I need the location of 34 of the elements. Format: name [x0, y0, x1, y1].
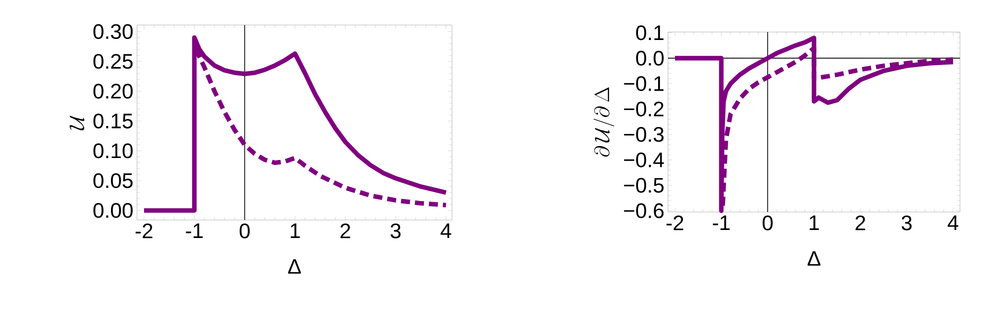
y-axis-title: $\mathcal{U}$: [70, 116, 84, 130]
y-tick-label: −0.4: [624, 152, 664, 168]
y-tick-label: 0.05: [93, 173, 133, 188]
y-tick-label: 0.1: [636, 25, 664, 40]
x-tick-label: 4: [948, 216, 958, 230]
x-tick-label: 2: [856, 216, 866, 230]
y-tick-label: 0.20: [93, 84, 133, 99]
y-tick-label: 0.25: [93, 54, 133, 69]
y-tick-label: 0.0: [636, 50, 664, 66]
x-tick-label: 0: [240, 224, 250, 238]
x-tick-label: 2: [340, 224, 350, 238]
x-tick-label: 1: [290, 224, 300, 238]
x-tick-label: 3: [390, 224, 401, 238]
y-tick-label: 0.15: [93, 114, 133, 128]
x-axis-title: Δ: [288, 259, 301, 274]
y-tick-label: −0.5: [624, 178, 664, 193]
x-tick-label: 1: [810, 216, 819, 230]
x-tick-label: -2: [666, 216, 684, 230]
x-tick-label: 3: [902, 216, 912, 230]
y-tick-label: −0.3: [624, 127, 664, 142]
x-tick-label: -2: [136, 224, 152, 238]
x-tick-label: 4: [440, 224, 452, 238]
y-tick-label: −0.1: [624, 76, 664, 92]
y-tick-label: 0.30: [93, 24, 133, 39]
y-axis-title: $\partial\,\mathcal{U}/\partial\,\Delta$: [594, 87, 614, 157]
line-series: [672, 36, 956, 213]
y-tick-label: −0.6: [624, 203, 664, 218]
x-tick-label: 0: [762, 216, 773, 230]
y-tick-label: 0.00: [93, 203, 133, 218]
x-tick-label: -1: [186, 224, 203, 238]
x-tick-label: -1: [712, 216, 730, 230]
x-axis-title: Δ: [808, 251, 820, 266]
y-tick-label: −0.2: [624, 102, 664, 116]
y-tick-label: 0.10: [93, 143, 133, 158]
